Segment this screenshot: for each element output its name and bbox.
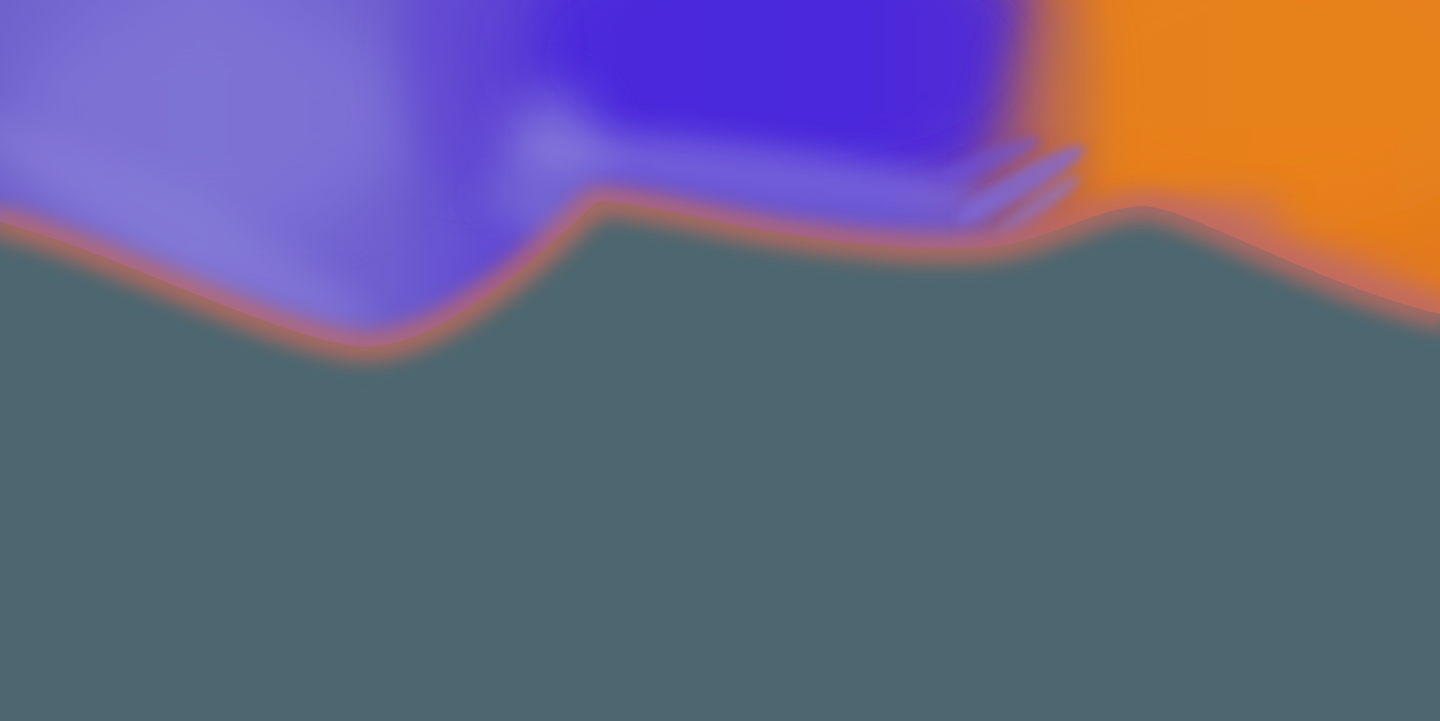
gradient-artwork-canvas — [0, 0, 1440, 365]
abstract-gradient-artwork — [0, 0, 1440, 365]
